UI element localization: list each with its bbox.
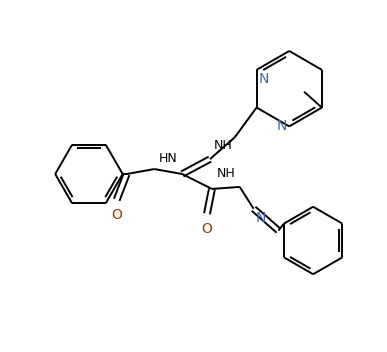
Text: O: O bbox=[111, 208, 122, 222]
Text: N: N bbox=[259, 72, 269, 86]
Text: N: N bbox=[255, 211, 266, 225]
Text: O: O bbox=[202, 222, 212, 235]
Text: HN: HN bbox=[159, 152, 178, 165]
Text: NH: NH bbox=[214, 139, 233, 152]
Text: N: N bbox=[277, 119, 287, 133]
Text: NH: NH bbox=[216, 167, 235, 180]
